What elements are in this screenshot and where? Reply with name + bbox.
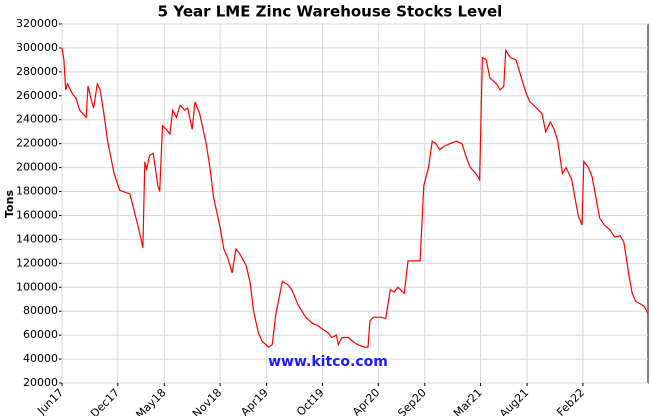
x-tick-label: Oct19: [294, 386, 327, 416]
x-tick-label: Dec17: [88, 386, 122, 416]
y-tick-label: 220000: [16, 137, 58, 150]
y-tick-label: 160000: [16, 208, 58, 221]
y-tick-label: 300000: [16, 41, 58, 54]
x-tick-label: Apr20: [350, 386, 383, 416]
x-tick-label: Nov18: [190, 386, 224, 416]
x-tick-label: Mar21: [451, 386, 485, 416]
y-tick-label: 140000: [16, 232, 58, 245]
data-line: [61, 47, 649, 348]
watermark: www.kitco.com: [268, 354, 388, 370]
y-tick-label: 100000: [16, 280, 58, 293]
y-tick-label: 60000: [23, 328, 58, 341]
y-tick-label: 320000: [16, 17, 58, 30]
chart-title: 5 Year LME Zinc Warehouse Stocks Level: [158, 3, 503, 21]
y-tick-label: 20000: [23, 376, 58, 389]
y-tick-label: 200000: [16, 161, 58, 174]
y-tick-label: 240000: [16, 113, 58, 126]
y-tick-label: 180000: [16, 185, 58, 198]
x-tick-label: Sep20: [395, 386, 429, 416]
x-tick-label: Apr19: [238, 386, 271, 416]
x-tick-label: Feb22: [554, 386, 587, 416]
plot-frame: [61, 23, 649, 384]
x-tick-label: Aug21: [497, 386, 531, 416]
x-tick-label: May18: [133, 386, 168, 416]
y-tick-label: 40000: [23, 352, 58, 365]
y-tick-label: 120000: [16, 256, 58, 269]
y-tick-label: 280000: [16, 65, 58, 78]
y-tick-label: 260000: [16, 89, 58, 102]
y-axis-label: Tons: [3, 190, 16, 218]
y-tick-label: 80000: [23, 304, 58, 317]
x-tick-label: Jun17: [34, 386, 66, 416]
